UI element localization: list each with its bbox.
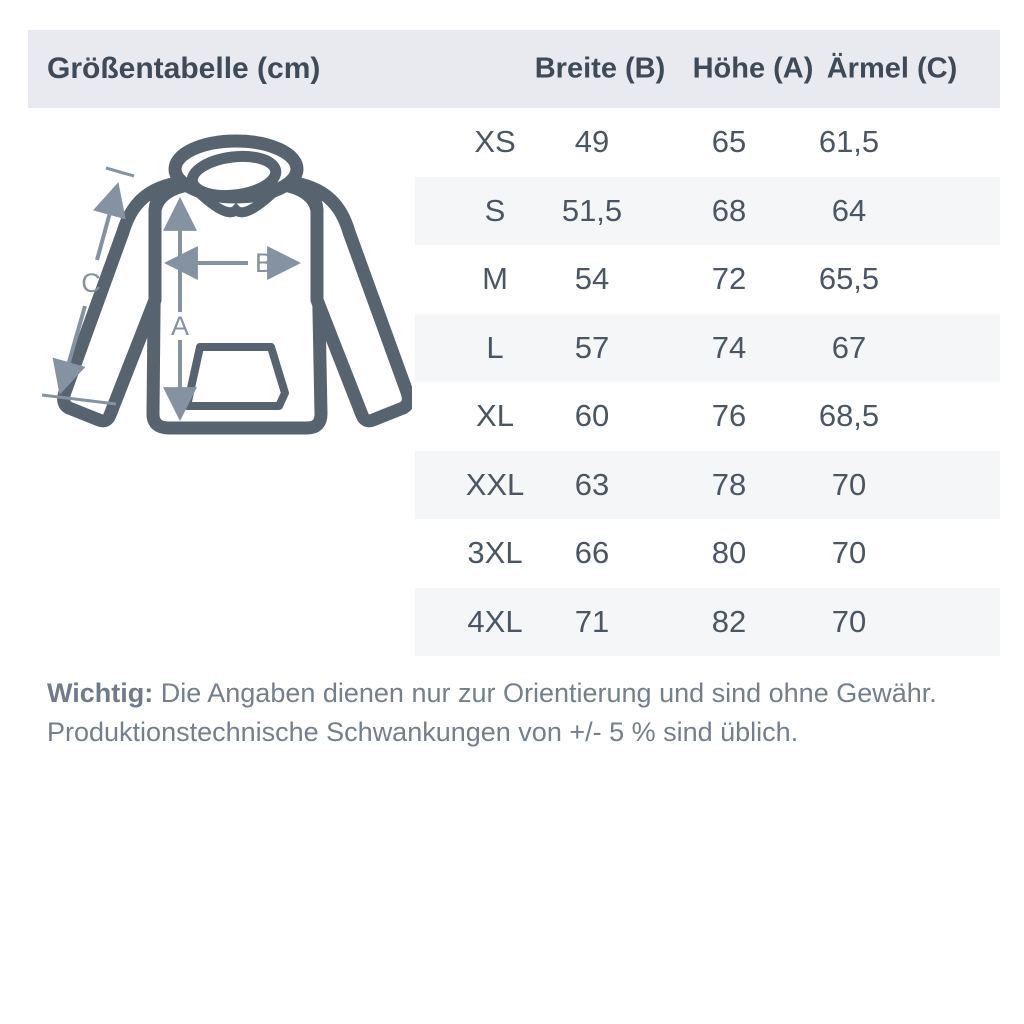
table-row-l: L 57 74 67 [415, 313, 1000, 382]
hoehe-value: 74 [711, 329, 747, 365]
table-row-3xl: 3XL 66 80 70 [415, 519, 1000, 588]
table-header-band: Größentabelle (cm) Breite (B) Höhe (A) Ä… [28, 30, 1000, 108]
aermel-value: 61,5 [818, 124, 880, 160]
size-label: XL [476, 398, 514, 434]
column-header-aermel: Ärmel (C) [826, 52, 958, 85]
hoehe-value: 82 [711, 603, 747, 639]
dimension-label-c: C [81, 268, 101, 298]
size-table: XS 49 65 61,5 S 51,5 68 64 M 54 72 65,5 … [415, 108, 1000, 656]
aermel-value: 70 [831, 603, 867, 639]
size-label: M [482, 261, 508, 297]
dimension-label-a: A [171, 311, 189, 341]
table-row-s: S 51,5 68 64 [415, 176, 1000, 245]
breite-value: 66 [574, 535, 610, 571]
hoodie-collar-drape [188, 182, 284, 218]
hoodie-pocket [183, 343, 289, 410]
hoehe-value: 65 [711, 124, 747, 160]
breite-value: 57 [574, 329, 610, 365]
dimension-arrow-c [41, 166, 135, 406]
hoehe-value: 80 [711, 535, 747, 571]
hoehe-value: 68 [711, 192, 747, 228]
hoehe-value: 78 [711, 466, 747, 502]
size-label: XXL [465, 466, 525, 502]
table-row-xl: XL 60 76 68,5 [415, 382, 1000, 451]
aermel-value: 68,5 [818, 398, 880, 434]
hood-inner-ring [186, 150, 282, 202]
hoodie-left-sleeve [57, 176, 184, 428]
table-row-4xl: 4XL 71 82 70 [415, 587, 1000, 656]
hoehe-value: 72 [711, 261, 747, 297]
aermel-value: 64 [831, 192, 867, 228]
breite-value: 60 [574, 398, 610, 434]
disclaimer-note: Wichtig: Die Angaben dienen nur zur Orie… [47, 674, 977, 752]
aermel-value: 65,5 [818, 261, 880, 297]
disclaimer-line-1: Wichtig: Die Angaben dienen nur zur Orie… [47, 674, 977, 713]
size-label: 3XL [467, 535, 523, 571]
page-title: Größentabelle (cm) [47, 52, 321, 85]
disclaimer-text-2: Produktionstechnische Schwankungen von +… [47, 717, 799, 747]
dimension-label-b: B [255, 248, 273, 278]
breite-value: 63 [574, 466, 610, 502]
aermel-value: 70 [831, 466, 867, 502]
size-label: 4XL [467, 603, 523, 639]
aermel-value: 67 [831, 329, 867, 365]
breite-value: 54 [574, 261, 610, 297]
disclaimer-line-2: Produktionstechnische Schwankungen von +… [47, 713, 977, 752]
size-label: XS [474, 124, 516, 160]
aermel-value: 70 [831, 535, 867, 571]
breite-value: 51,5 [561, 192, 623, 228]
table-row-xxl: XXL 63 78 70 [415, 450, 1000, 519]
disclaimer-text-1: Die Angaben dienen nur zur Orientierung … [153, 678, 937, 708]
breite-value: 71 [574, 603, 610, 639]
hoodie-right-sleeve [288, 176, 412, 428]
column-header-hoehe: Höhe (A) [692, 52, 814, 85]
table-row-m: M 54 72 65,5 [415, 245, 1000, 314]
hoehe-value: 76 [711, 398, 747, 434]
column-header-breite: Breite (B) [534, 52, 666, 85]
table-row-xs: XS 49 65 61,5 [415, 108, 1000, 177]
size-label: S [484, 192, 506, 228]
size-label: L [486, 329, 504, 365]
breite-value: 49 [574, 124, 610, 160]
important-label: Wichtig: [47, 678, 154, 708]
hoodie-diagram: A B C [41, 134, 412, 435]
